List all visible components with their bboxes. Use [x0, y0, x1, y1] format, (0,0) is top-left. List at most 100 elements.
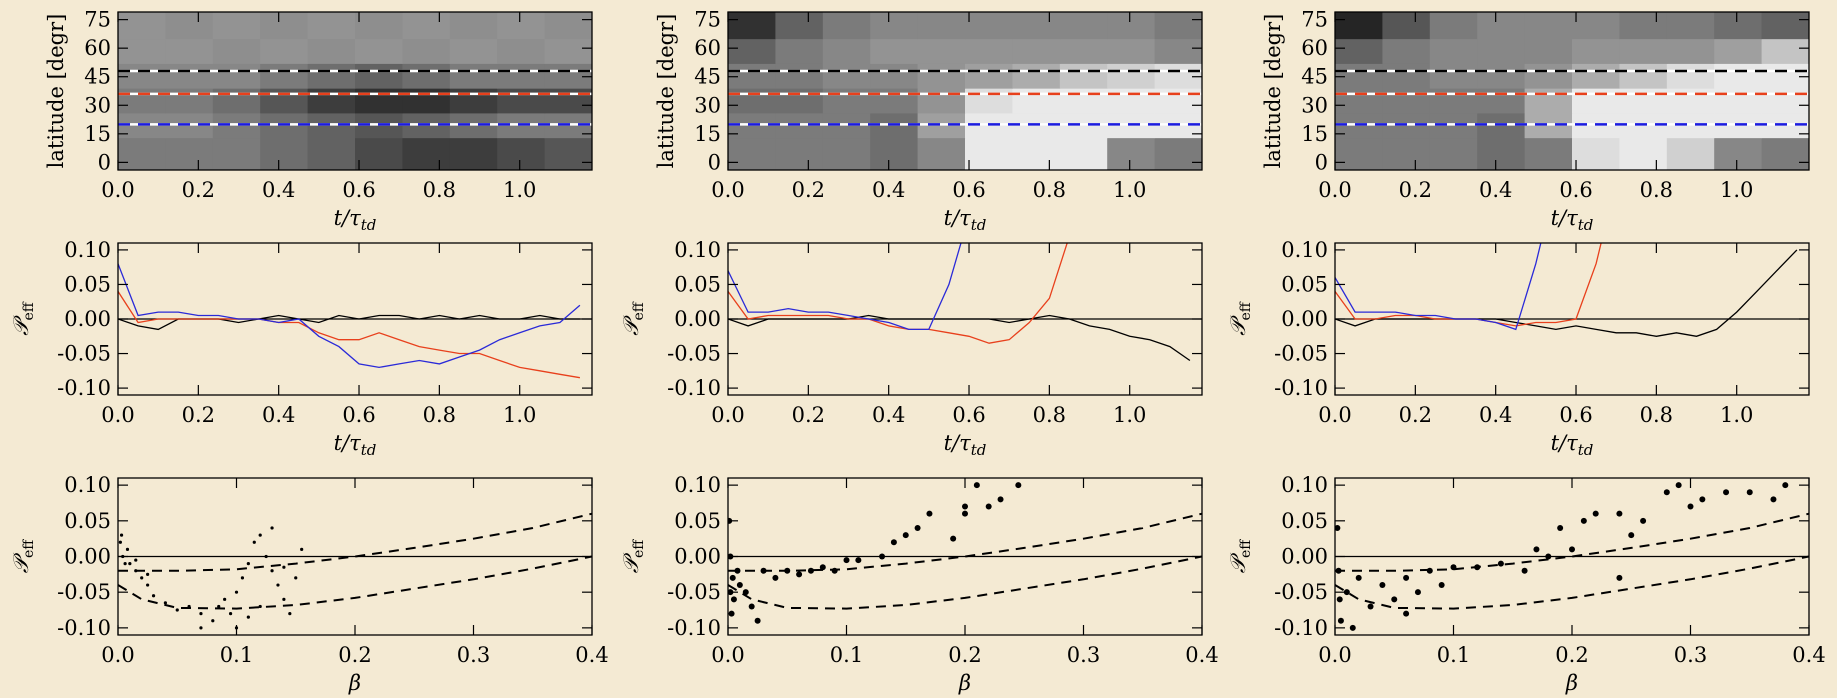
scatter-point: [264, 554, 268, 559]
heatmap-cell: [1524, 88, 1573, 114]
y-tick-label: 0.10: [64, 473, 111, 497]
heatmap-cell: [118, 63, 166, 89]
x-tick-label: 0.0: [1318, 178, 1351, 202]
heatmap-cell: [165, 63, 214, 89]
heatmap-cell: [1382, 137, 1431, 170]
y-axis-label: 𝒫eff: [9, 539, 37, 573]
x-tick-label: 0.2: [792, 403, 825, 427]
heatmap-cell: [1107, 137, 1156, 170]
heatmap-cell: [1761, 88, 1809, 114]
y-tick-label: -0.05: [1274, 342, 1328, 366]
y-tick-label: -0.05: [57, 342, 111, 366]
series-line: [1335, 249, 1798, 337]
x-tick-label: 0.4: [575, 643, 608, 667]
heatmap-cell: [497, 63, 546, 89]
heatmap-cell: [1154, 137, 1202, 170]
heatmap-cell: [1154, 38, 1202, 64]
scatter-point: [128, 562, 132, 566]
plot-area: [728, 12, 1202, 170]
heatmap-cell: [965, 12, 1013, 40]
scatter-point: [1414, 589, 1421, 596]
heatmap-cell: [402, 88, 451, 114]
heatmap-cell: [917, 12, 966, 40]
heatmap-cell: [870, 63, 919, 89]
x-tick-label: 0.0: [711, 403, 744, 427]
y-tick-label: 75: [84, 8, 111, 32]
heatmap-cell: [355, 38, 403, 64]
heatmap-cell: [822, 12, 871, 40]
heatmap-cell: [1477, 88, 1526, 114]
y-axis-label: 𝒫eff: [619, 301, 647, 335]
heatmap-cell: [1107, 38, 1156, 64]
x-axis-label-main: β: [958, 671, 971, 695]
y-tick-label: 60: [1301, 36, 1328, 60]
heatmap-cell: [118, 137, 166, 170]
heatmap-cell: [917, 137, 966, 170]
heatmap-cell: [1335, 38, 1383, 64]
heatmap-cell: [1059, 88, 1108, 114]
heatmap-cell: [870, 88, 919, 114]
heatmap-cell: [728, 38, 776, 64]
y-tick-label: 15: [1301, 122, 1328, 146]
x-tick-label: 0.1: [830, 643, 863, 667]
series-line: [1335, 243, 1542, 331]
x-axis-label: t/τtd: [1551, 206, 1594, 234]
scatter-point: [234, 590, 239, 594]
scatter-point: [1687, 503, 1694, 510]
scatter-point: [146, 583, 150, 587]
scatter-point: [962, 503, 968, 510]
x-tick-label: 0.4: [872, 178, 905, 202]
series-line: [118, 291, 581, 379]
heatmap-cell: [870, 38, 919, 64]
heatmap-cell: [1429, 137, 1478, 170]
scatter-point: [288, 611, 292, 616]
y-tick-label: 45: [1301, 65, 1328, 89]
x-tick-label: 0.4: [872, 403, 905, 427]
y-tick-label: 0.10: [1281, 238, 1328, 262]
scatter-point: [1450, 564, 1457, 571]
scatter-point: [282, 565, 286, 569]
scatter-point: [962, 510, 968, 517]
plot-frame: [117, 11, 593, 171]
x-axis-label-main: β: [348, 671, 361, 695]
heatmap-cell: [544, 12, 592, 40]
y-tick-label: -0.05: [667, 580, 721, 604]
heatmap-cell: [165, 137, 214, 170]
y-tick-label: 0.05: [674, 509, 721, 533]
scatter-point: [1391, 596, 1398, 603]
heatmap-cell: [1572, 12, 1620, 40]
heatmap-cell: [544, 63, 592, 89]
heatmap-cell: [1619, 88, 1668, 114]
x-axis-label: t/τtd: [944, 206, 987, 234]
heatmap-cell: [822, 88, 871, 114]
y-axis-label: latitude [degr]: [1261, 14, 1285, 169]
x-tick-label: 1.0: [1720, 403, 1753, 427]
y-axis-label: 𝒫eff: [1226, 539, 1254, 573]
scatter-point: [730, 596, 737, 603]
heatmap-cell: [402, 137, 451, 170]
y-axis-label: 𝒫eff: [1226, 301, 1254, 335]
heatmap-cell: [1572, 63, 1620, 89]
x-axis-label-sub: td: [361, 216, 377, 234]
scatter-point: [1533, 546, 1540, 553]
heatmap-cell: [449, 12, 498, 40]
heatmap-cell: [449, 88, 498, 114]
y-tick-label: -0.10: [57, 376, 111, 400]
scatter-point: [1521, 567, 1528, 574]
y-axis-label-sub: eff: [1238, 301, 1254, 320]
heatmap-cell: [118, 38, 166, 64]
x-tick-label: 0.4: [1185, 643, 1218, 667]
heatmap-cell: [1619, 12, 1668, 40]
plot-frame: [1334, 11, 1810, 171]
heatmap-cell: [917, 38, 966, 64]
scatter-point: [843, 557, 850, 564]
y-tick-label: -0.05: [57, 580, 111, 604]
x-tick-label: 0.0: [1318, 403, 1351, 427]
y-tick-label: 45: [694, 65, 721, 89]
scatter-point: [258, 604, 262, 609]
series-line: [118, 314, 580, 331]
scatter-point: [134, 558, 138, 562]
heatmap-cell: [1524, 63, 1573, 89]
y-tick-label: 0.00: [64, 307, 111, 331]
heatmap-cell: [544, 38, 592, 64]
